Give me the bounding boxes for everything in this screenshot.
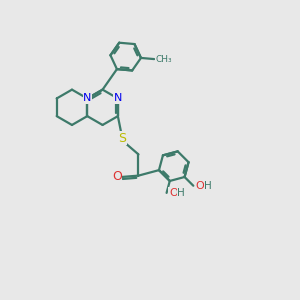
Text: O: O [169, 188, 178, 198]
Text: N: N [83, 94, 92, 103]
Text: O: O [196, 181, 204, 191]
Text: S: S [118, 132, 126, 145]
Text: H: H [178, 188, 185, 198]
Text: H: H [204, 181, 212, 191]
Text: O: O [112, 170, 122, 183]
Text: N: N [114, 94, 122, 103]
Text: CH₃: CH₃ [155, 55, 172, 64]
